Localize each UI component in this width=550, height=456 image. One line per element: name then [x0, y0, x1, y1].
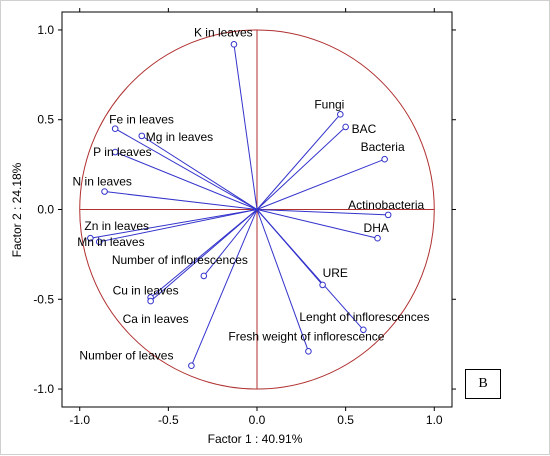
- variable-label: Ca in leaves: [123, 312, 189, 326]
- variable-point: [342, 123, 349, 131]
- vector-line: [99, 209, 258, 243]
- vector-line: [233, 44, 258, 210]
- y-tick-label: 1.0: [37, 23, 54, 37]
- variable-label: DHA: [364, 221, 389, 235]
- y-tick-label: -0.5: [33, 292, 54, 306]
- vector-line: [90, 209, 258, 239]
- variable-point: [138, 132, 146, 140]
- variable-point: [230, 41, 238, 48]
- variable-label: Fungi: [314, 97, 344, 111]
- vector-line: [256, 158, 385, 210]
- variable-label: Fresh weight of inflorescence: [228, 329, 384, 343]
- y-tick-label: -1.0: [33, 382, 54, 396]
- variable-point: [360, 326, 367, 334]
- variable-label: N in leaves: [73, 175, 132, 189]
- vector-line: [203, 209, 258, 277]
- labels-layer: K in leaves Fungi BAC Bacteria Fe in leaves M…: [73, 25, 430, 362]
- variable-label: Zn in leaves: [84, 219, 149, 233]
- variable-point: [87, 234, 94, 242]
- variable-point: [381, 155, 388, 163]
- x-tick-label: 1.0: [426, 413, 443, 427]
- variable-point: [101, 188, 108, 195]
- variable-point: [305, 348, 312, 355]
- variable-label: URE: [323, 266, 348, 280]
- vector-line: [150, 209, 258, 302]
- variable-point: [95, 238, 103, 246]
- y-tick-label: 0.5: [37, 113, 54, 127]
- x-tick-label: -1.0: [69, 413, 90, 427]
- variable-point: [188, 362, 195, 370]
- ticks-layer: -1.0 -0.5 0.0 0.5 1.0 1.0 0.5 0.0 -0.5 -1.0: [33, 8, 456, 427]
- variable-label: K in leaves: [194, 25, 253, 39]
- vector-line: [190, 209, 258, 366]
- variable-point: [384, 211, 392, 219]
- variable-label: Mg in leaves: [146, 130, 213, 144]
- variable-point: [374, 234, 381, 242]
- x-tick-label: 0.0: [249, 413, 266, 427]
- x-axis-title: Factor 1 : 40.91%: [208, 432, 303, 446]
- panel-label: B: [478, 376, 488, 391]
- variable-point: [147, 297, 154, 305]
- variable-label: Number of inflorescences: [112, 253, 248, 267]
- variable-label: Number of leaves: [79, 349, 173, 363]
- vector-line: [256, 209, 378, 239]
- variable-point: [337, 111, 344, 118]
- variable-label: Fe in leaves: [109, 113, 174, 127]
- variable-label: Bacteria: [361, 140, 405, 154]
- variable-point: [319, 281, 326, 289]
- vector-line: [256, 209, 389, 216]
- variable-label: Mn in leaves: [77, 235, 144, 249]
- variable-label: Actinobacteria: [348, 198, 424, 212]
- vectors-layer: [90, 44, 389, 366]
- x-tick-label: -0.5: [158, 413, 179, 427]
- variable-point: [200, 272, 208, 280]
- vector-line: [256, 209, 364, 331]
- variable-point: [111, 125, 119, 133]
- vector-line: [256, 209, 309, 352]
- variable-label: Cu in leaves: [113, 283, 179, 297]
- variable-label: Lenght of inflorescences: [299, 310, 429, 324]
- vector-line: [256, 126, 346, 210]
- vector-line: [256, 114, 341, 210]
- vector-line: [114, 151, 258, 210]
- vector-line: [141, 135, 258, 210]
- vector-line: [114, 128, 258, 210]
- variable-label: P in leaves: [93, 145, 151, 159]
- y-axis-title: Factor 2 : 24.18%: [10, 162, 24, 257]
- y-tick-label: 0.0: [37, 203, 54, 217]
- points-layer: [87, 41, 392, 370]
- variable-label: BAC: [352, 122, 377, 136]
- panel-label-box: B: [465, 369, 501, 399]
- vector-line: [104, 191, 258, 210]
- x-tick-label: 0.5: [337, 413, 354, 427]
- variable-point: [111, 148, 119, 156]
